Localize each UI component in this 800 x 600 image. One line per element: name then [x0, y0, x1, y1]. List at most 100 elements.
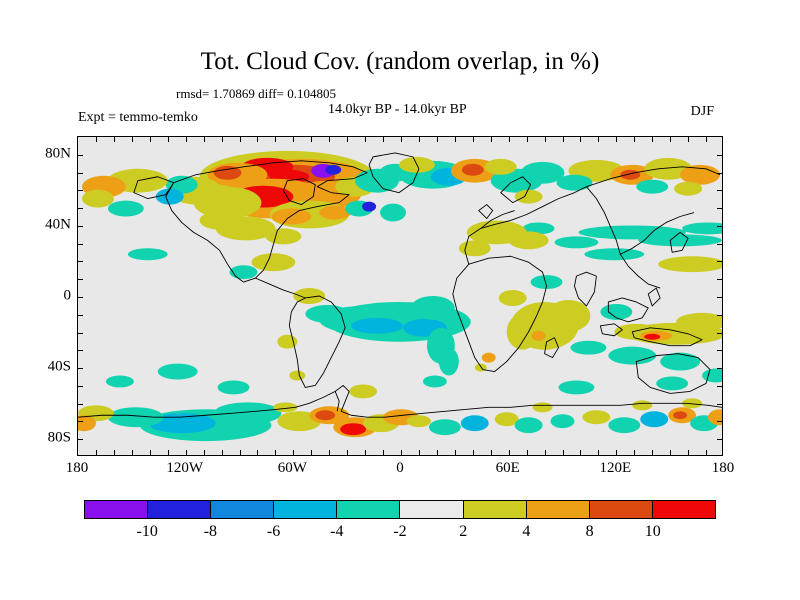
x-axis-minor-tick: [562, 450, 564, 455]
y-axis-minor-tick: [717, 439, 722, 441]
y-axis-minor-tick: [78, 261, 83, 263]
x-axis-minor-tick: [383, 450, 385, 455]
y-axis-minor-tick: [717, 172, 722, 174]
colorbar-band: [525, 501, 589, 518]
x-axis-minor-tick: [239, 137, 241, 142]
x-axis-minor-tick: [311, 137, 313, 142]
x-axis-minor-tick: [526, 137, 528, 142]
x-axis-minor-tick: [329, 450, 331, 455]
x-axis-minor-tick: [706, 450, 708, 455]
chart-title: Tot. Cloud Cov. (random overlap, in %): [200, 48, 600, 75]
x-axis-minor-tick: [688, 450, 690, 455]
x-axis-minor-tick: [544, 137, 546, 142]
y-axis-minor-tick: [78, 208, 83, 210]
y-axis-minor-tick: [78, 172, 83, 174]
x-axis-minor-tick: [401, 137, 402, 142]
map-anomaly-field: [78, 137, 722, 455]
x-axis-label: 0: [396, 460, 404, 476]
y-axis-label: 40N: [45, 216, 71, 233]
y-axis-minor-tick: [717, 368, 722, 370]
y-axis-minor-tick: [717, 279, 722, 281]
y-axis-label: 40S: [47, 358, 71, 375]
y-axis-minor-tick: [78, 225, 83, 227]
colorbar-tick-label: -8: [203, 523, 218, 540]
x-axis-minor-tick: [544, 450, 546, 455]
x-axis-minor-tick: [239, 450, 241, 455]
colorbar-tick-label: -6: [266, 523, 281, 540]
colorbar-band: [210, 501, 274, 518]
x-axis-minor-tick: [221, 450, 223, 455]
y-axis-minor-tick: [717, 314, 722, 316]
colorbar-band: [85, 501, 148, 518]
x-axis-minor-tick: [598, 137, 600, 142]
y-axis-minor-tick: [78, 190, 83, 192]
x-axis-minor-tick: [580, 450, 582, 455]
x-axis-label: 180: [65, 460, 89, 476]
x-axis-minor-tick: [365, 137, 367, 142]
x-axis-minor-tick: [347, 137, 349, 142]
x-axis-minor-tick: [670, 137, 672, 142]
x-axis-minor-tick: [311, 450, 313, 455]
x-axis-minor-tick: [418, 137, 420, 142]
colorbar-tick-label: -10: [136, 523, 158, 540]
x-axis-label: 60E: [495, 460, 520, 476]
experiment-label: Expt = temmo-temko: [78, 110, 198, 125]
x-axis-minor-tick: [670, 450, 672, 455]
x-axis-minor-tick: [383, 137, 385, 142]
x-axis-minor-tick: [436, 137, 438, 142]
x-axis-minor-tick: [598, 450, 600, 455]
x-axis-minor-tick: [490, 450, 492, 455]
colorbar: [84, 500, 716, 519]
x-axis-minor-tick: [688, 137, 690, 142]
x-axis-minor-tick: [203, 137, 205, 142]
x-axis-minor-tick: [562, 137, 564, 142]
x-axis-minor-tick: [616, 450, 618, 455]
colorbar-tick-label: 8: [585, 523, 594, 540]
x-axis-minor-tick: [257, 450, 259, 455]
x-axis-minor-tick: [365, 450, 367, 455]
y-axis-minor-tick: [717, 243, 722, 245]
x-axis-minor-tick: [418, 450, 420, 455]
x-axis-minor-tick: [113, 137, 115, 142]
x-axis-minor-tick: [149, 450, 151, 455]
colorbar-band: [588, 501, 652, 518]
x-axis-minor-tick: [95, 450, 97, 455]
x-axis-minor-tick: [221, 137, 223, 142]
x-axis-minor-tick: [580, 137, 582, 142]
x-axis-minor-tick: [706, 137, 708, 142]
x-axis-minor-tick: [490, 137, 492, 142]
x-axis-minor-tick: [616, 137, 618, 142]
y-axis-minor-tick: [78, 243, 83, 245]
x-axis-minor-tick: [634, 137, 636, 142]
y-axis-minor-tick: [78, 385, 83, 387]
colorbar-tick-label: 4: [522, 523, 531, 540]
x-axis-label: 180: [711, 460, 735, 476]
y-axis-minor-tick: [78, 314, 83, 316]
statistics-label: rmsd= 1.70869 diff= 0.104805: [176, 86, 336, 101]
colorbar-tick-label: -4: [330, 523, 344, 540]
x-axis-minor-tick: [131, 450, 133, 455]
x-axis-minor-tick: [293, 137, 295, 142]
x-axis-minor-tick: [472, 137, 474, 142]
y-axis-label: 80S: [47, 429, 71, 446]
epoch-label: 14.0kyr BP - 14.0kyr BP: [328, 102, 467, 117]
x-axis-minor-tick: [149, 137, 151, 142]
colorbar-tick-label: 2: [459, 523, 468, 540]
colorbar-band: [462, 501, 526, 518]
colorbar-band: [147, 501, 211, 518]
y-axis-minor-tick: [717, 385, 722, 387]
colorbar-tick-label: 10: [644, 523, 661, 540]
x-axis-minor-tick: [113, 450, 115, 455]
x-axis-minor-tick: [347, 450, 349, 455]
y-axis-minor-tick: [717, 297, 722, 298]
y-axis-minor-tick: [717, 208, 722, 210]
y-axis-label: 0: [63, 287, 72, 304]
y-axis-minor-tick: [717, 403, 722, 405]
x-axis-minor-tick: [652, 450, 654, 455]
y-axis-minor-tick: [78, 279, 83, 281]
x-axis-minor-tick: [131, 137, 133, 142]
x-axis-minor-tick: [257, 137, 259, 142]
x-axis-minor-tick: [185, 137, 187, 142]
x-axis-label: 120E: [599, 460, 632, 476]
y-axis-minor-tick: [717, 190, 722, 192]
